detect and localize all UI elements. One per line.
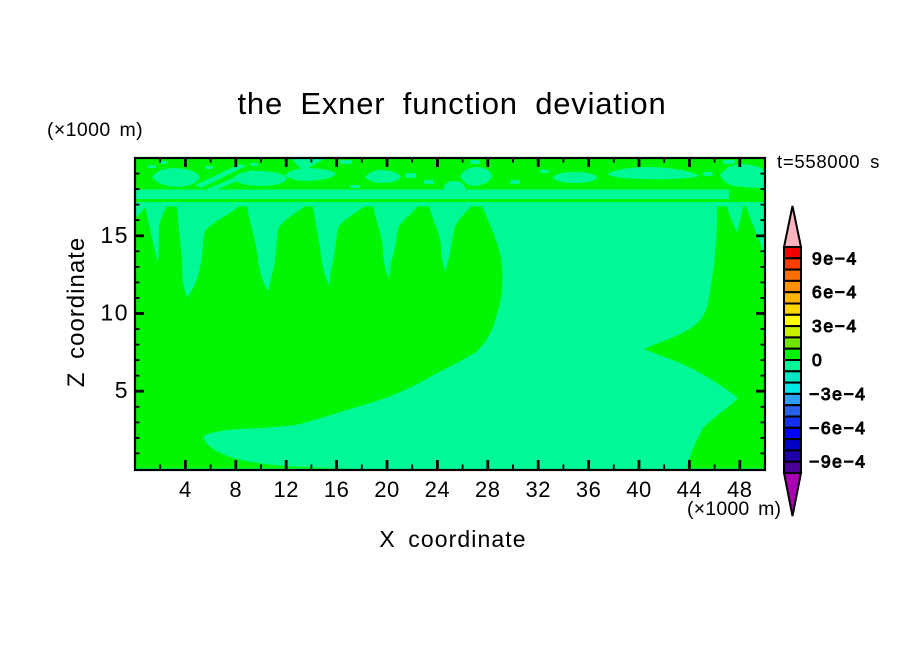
svg-text:40: 40 (626, 477, 651, 502)
svg-text:48: 48 (727, 477, 752, 502)
svg-text:5: 5 (115, 377, 129, 403)
svg-text:8: 8 (229, 477, 242, 502)
svg-text:28: 28 (475, 477, 500, 502)
svg-text:t=558000 s: t=558000 s (777, 151, 880, 172)
svg-text:32: 32 (525, 477, 550, 502)
svg-text:3e−4: 3e−4 (812, 316, 858, 336)
svg-text:6e−4: 6e−4 (812, 282, 858, 302)
svg-text:0: 0 (812, 350, 823, 370)
svg-text:20: 20 (374, 477, 399, 502)
svg-text:16: 16 (324, 477, 349, 502)
svg-text:4: 4 (179, 477, 192, 502)
svg-text:(×1000 m): (×1000 m) (687, 498, 781, 520)
svg-text:36: 36 (576, 477, 601, 502)
svg-text:9e−4: 9e−4 (812, 248, 858, 268)
svg-text:10: 10 (100, 300, 129, 326)
svg-text:−9e−4: −9e−4 (809, 452, 867, 472)
svg-text:12: 12 (273, 477, 298, 502)
svg-text:15: 15 (100, 222, 129, 248)
svg-text:(×1000 m): (×1000 m) (47, 119, 143, 141)
svg-text:the Exner function deviation: the Exner function deviation (238, 86, 667, 121)
svg-text:X coordinate: X coordinate (379, 526, 526, 552)
svg-text:44: 44 (677, 477, 702, 502)
svg-text:Z coordinate: Z coordinate (63, 237, 90, 387)
svg-text:24: 24 (425, 477, 450, 502)
svg-text:−6e−4: −6e−4 (809, 418, 867, 438)
svg-text:−3e−4: −3e−4 (809, 384, 867, 404)
